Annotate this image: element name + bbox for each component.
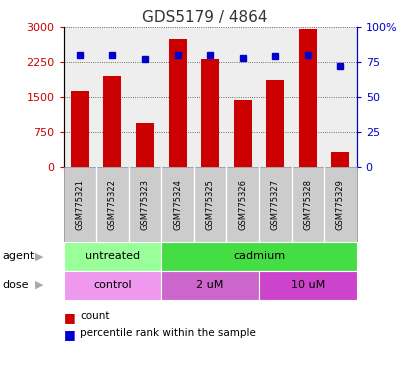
Text: ▶: ▶ <box>35 251 43 262</box>
Text: agent: agent <box>2 251 34 262</box>
Bar <box>201 59 218 167</box>
Text: ▶: ▶ <box>35 280 43 290</box>
Text: percentile rank within the sample: percentile rank within the sample <box>80 328 255 338</box>
Bar <box>330 152 348 167</box>
Text: ■: ■ <box>63 311 75 324</box>
Bar <box>103 76 121 167</box>
Text: 10 uM: 10 uM <box>290 280 324 290</box>
Bar <box>266 79 283 167</box>
Text: GSM775327: GSM775327 <box>270 179 279 230</box>
Text: GSM775328: GSM775328 <box>303 179 312 230</box>
Bar <box>136 122 153 167</box>
Text: GSM775321: GSM775321 <box>75 179 84 230</box>
Text: count: count <box>80 311 109 321</box>
Text: 2 uM: 2 uM <box>196 280 223 290</box>
Bar <box>168 38 186 167</box>
Text: GSM775324: GSM775324 <box>173 179 182 230</box>
Text: ■: ■ <box>63 328 75 341</box>
Text: GDS5179 / 4864: GDS5179 / 4864 <box>142 10 267 25</box>
Bar <box>71 91 89 167</box>
Text: GSM775323: GSM775323 <box>140 179 149 230</box>
Bar <box>233 100 251 167</box>
Bar <box>298 29 316 167</box>
Text: untreated: untreated <box>85 251 139 262</box>
Text: GSM775329: GSM775329 <box>335 179 344 230</box>
Text: control: control <box>93 280 131 290</box>
Text: GSM775326: GSM775326 <box>238 179 247 230</box>
Text: GSM775325: GSM775325 <box>205 179 214 230</box>
Text: GSM775322: GSM775322 <box>108 179 117 230</box>
Text: dose: dose <box>2 280 29 290</box>
Text: cadmium: cadmium <box>232 251 284 262</box>
